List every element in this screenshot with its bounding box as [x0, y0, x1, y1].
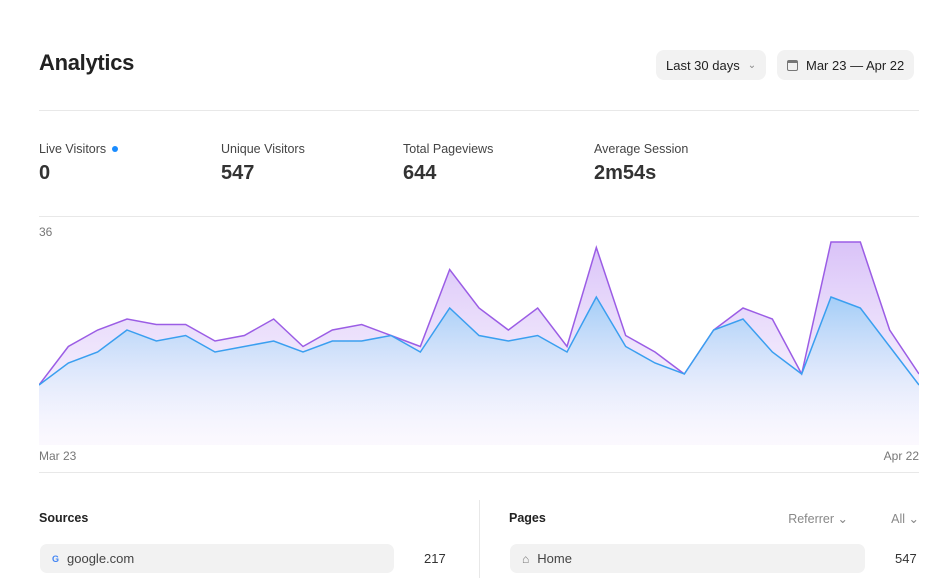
- stat-live-visitors-label: Live Visitors: [39, 142, 119, 156]
- divider: [39, 110, 919, 111]
- chevron-down-icon: ⌄: [837, 512, 848, 526]
- home-icon: ⌂: [522, 551, 530, 566]
- source-label: google.com: [67, 551, 135, 566]
- visitors-area: [39, 297, 919, 445]
- page-count: 547: [895, 551, 917, 566]
- referrer-label: Referrer: [788, 512, 835, 526]
- google-icon: G: [52, 553, 60, 564]
- y-max-label: 36: [39, 225, 53, 239]
- pages-title: Pages: [509, 511, 546, 525]
- date-range-label: Mar 23 — Apr 22: [806, 57, 905, 73]
- range-select[interactable]: Last 30 days ⌄: [656, 50, 767, 80]
- x-start-label: Mar 23: [39, 449, 77, 463]
- stat-unique-visitors-value: 547: [221, 162, 255, 184]
- traffic-chart[interactable]: [39, 217, 919, 445]
- filter-label: All: [891, 512, 906, 526]
- range-label: Last 30 days: [666, 57, 740, 73]
- page-row[interactable]: ⌂ Home: [510, 544, 865, 573]
- page-label: Home: [537, 551, 572, 566]
- stat-pageviews-value: 644: [403, 162, 437, 184]
- source-count: 217: [424, 551, 446, 566]
- chevron-down-icon: ⌄: [747, 59, 757, 71]
- stat-session-label: Average Session: [594, 142, 689, 156]
- chevron-down-icon: ⌄: [908, 512, 919, 526]
- referrer-dropdown[interactable]: Referrer ⌄: [788, 511, 848, 526]
- source-row[interactable]: G google.com: [40, 544, 394, 573]
- live-dot-icon: [112, 146, 119, 152]
- pages-filter-dropdown[interactable]: All ⌄: [891, 511, 919, 526]
- x-end-label: Apr 22: [883, 449, 919, 463]
- stat-live-visitors-value: 0: [39, 162, 51, 184]
- stat-pageviews-label: Total Pageviews: [403, 142, 494, 156]
- stat-unique-visitors-label: Unique Visitors: [221, 142, 305, 156]
- sources-title: Sources: [39, 511, 89, 525]
- calendar-icon: [787, 59, 798, 71]
- divider: [479, 500, 480, 578]
- page-title: Analytics: [39, 50, 135, 75]
- date-range-button[interactable]: Mar 23 — Apr 22: [777, 50, 915, 80]
- stat-session-value: 2m54s: [594, 162, 657, 184]
- divider: [39, 216, 919, 217]
- divider: [39, 472, 919, 473]
- stat-label: Live Visitors: [39, 142, 107, 156]
